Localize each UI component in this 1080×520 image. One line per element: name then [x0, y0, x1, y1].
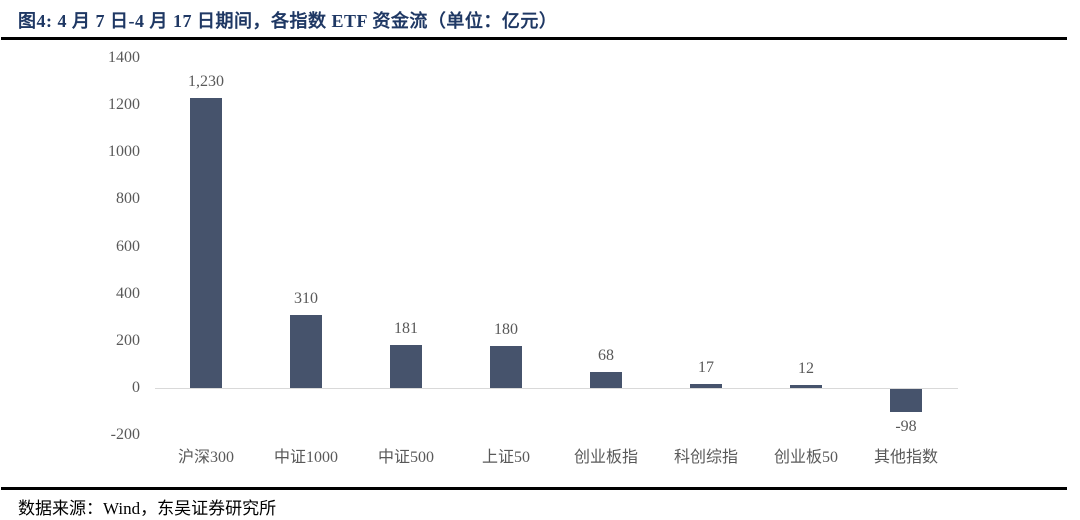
y-axis-tick-label: 0	[132, 379, 140, 396]
bar	[290, 314, 322, 388]
y-axis-tick-label: 1000	[108, 143, 140, 161]
x-axis-category-label: 其他指数	[873, 449, 938, 466]
title-divider	[1, 37, 1067, 40]
bar-value-label: 1,230	[188, 73, 224, 91]
data-source: 数据来源：Wind，东吴证券研究所	[18, 499, 277, 518]
x-axis-category-label: 中证500	[377, 449, 434, 466]
footer-divider	[1, 487, 1067, 490]
x-axis-line	[155, 388, 958, 389]
bar	[890, 389, 922, 413]
x-axis-category-label: 沪深300	[177, 449, 234, 466]
x-axis-category-label: 创业板50	[773, 449, 838, 466]
figure-title: 图4: 4 月 7 日-4 月 17 日期间，各指数 ETF 资金流（单位：亿元…	[18, 11, 558, 31]
y-axis-tick-label: 400	[116, 284, 140, 302]
x-axis-category-label: 中证1000	[273, 449, 338, 466]
bar-value-label: 12	[798, 360, 814, 378]
x-axis-category-label: 科创综指	[673, 449, 738, 466]
x-axis-category-label: 创业板指	[573, 449, 638, 466]
y-axis-tick-label: -200	[110, 426, 140, 444]
y-axis-tick-label: 200	[116, 331, 140, 349]
y-axis-tick-label: 800	[116, 190, 140, 208]
bar-value-label: 310	[294, 289, 318, 307]
y-axis-tick-label: 1400	[108, 49, 140, 66]
y-axis-tick-label: 600	[116, 237, 140, 255]
y-axis-tick-label: 1200	[108, 96, 140, 114]
bar	[590, 371, 622, 388]
bar	[790, 385, 822, 388]
bar-value-label: -98	[895, 418, 917, 436]
bar-value-label: 68	[598, 346, 614, 364]
bar	[690, 383, 722, 388]
bar	[490, 345, 522, 388]
bar-value-label: 17	[698, 358, 714, 376]
bar	[190, 98, 222, 388]
x-axis-category-label: 上证50	[481, 449, 530, 466]
bar-value-label: 181	[394, 320, 418, 338]
bar-value-label: 180	[494, 320, 518, 338]
bar	[390, 345, 422, 388]
